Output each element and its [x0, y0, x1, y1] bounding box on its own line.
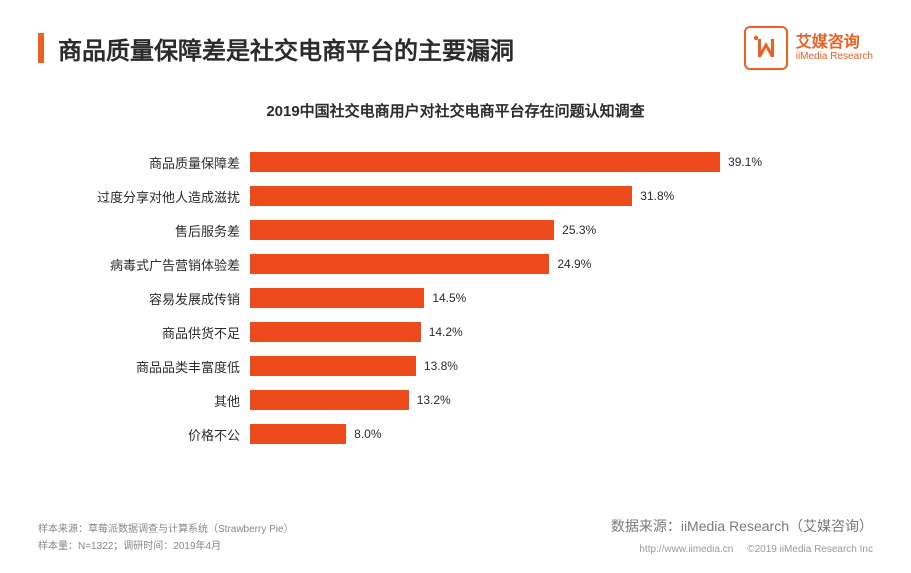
bar-area: 13.2%: [250, 383, 791, 417]
bar: [250, 254, 549, 274]
category-label: 售后服务差: [60, 221, 250, 240]
logo-text: 艾媒咨询 iiMedia Research: [796, 34, 873, 63]
bar-row: 商品质量保障差 39.1%: [60, 145, 791, 179]
value-label: 24.9%: [557, 257, 591, 271]
copyright: ©2019 iiMedia Research Inc: [747, 544, 873, 555]
category-label: 病毒式广告营销体验差: [60, 255, 250, 274]
sample-size: 样本量：N=1322；调研时间：2019年4月: [38, 538, 294, 555]
value-label: 13.8%: [424, 359, 458, 373]
logo-en: iiMedia Research: [796, 51, 873, 62]
bar-area: 39.1%: [250, 145, 791, 179]
bar-row: 价格不公 8.0%: [60, 417, 791, 451]
bar: [250, 390, 409, 410]
bar-area: 25.3%: [250, 213, 791, 247]
header: 商品质量保障差是社交电商平台的主要漏洞 艾媒咨询 iiMedia Researc…: [0, 0, 911, 70]
value-label: 8.0%: [354, 427, 381, 441]
logo-icon: [744, 26, 788, 70]
bar-row: 商品品类丰富度低 13.8%: [60, 349, 791, 383]
value-label: 13.2%: [417, 393, 451, 407]
bar: [250, 424, 346, 444]
bar-row: 商品供货不足 14.2%: [60, 315, 791, 349]
category-label: 容易发展成传销: [60, 289, 250, 308]
value-label: 14.5%: [432, 291, 466, 305]
bar-chart: 商品质量保障差 39.1% 过度分享对他人造成滋扰 31.8% 售后服务差 25.3% 病毒…: [60, 145, 791, 451]
bar-area: 14.2%: [250, 315, 791, 349]
footer-sub: http://www.iimedia.cn ©2019 iiMedia Rese…: [611, 544, 873, 555]
chart-title: 2019中国社交电商用户对社交电商平台存在问题认知调查: [0, 100, 911, 121]
category-label: 过度分享对他人造成滋扰: [60, 187, 250, 206]
value-label: 31.8%: [640, 189, 674, 203]
bar-row: 容易发展成传销 14.5%: [60, 281, 791, 315]
bar: [250, 322, 421, 342]
value-label: 14.2%: [429, 325, 463, 339]
footer: 样本来源：草莓派数据调查与计算系统（Strawberry Pie） 样本量：N=…: [0, 516, 911, 555]
value-label: 39.1%: [728, 155, 762, 169]
category-label: 商品品类丰富度低: [60, 357, 250, 376]
footer-right: 数据来源：iiMedia Research（艾媒咨询） http://www.i…: [611, 516, 873, 555]
bar-area: 14.5%: [250, 281, 791, 315]
sample-source: 样本来源：草莓派数据调查与计算系统（Strawberry Pie）: [38, 521, 294, 538]
bar: [250, 220, 554, 240]
accent-bar: [38, 33, 44, 63]
category-label: 其他: [60, 391, 250, 410]
bar-area: 8.0%: [250, 417, 791, 451]
footer-left: 样本来源：草莓派数据调查与计算系统（Strawberry Pie） 样本量：N=…: [38, 521, 294, 555]
bar-row: 病毒式广告营销体验差 24.9%: [60, 247, 791, 281]
bar: [250, 288, 424, 308]
bar-row: 过度分享对他人造成滋扰 31.8%: [60, 179, 791, 213]
bar-area: 31.8%: [250, 179, 791, 213]
bar-area: 24.9%: [250, 247, 791, 281]
page-title: 商品质量保障差是社交电商平台的主要漏洞: [58, 31, 514, 66]
title-group: 商品质量保障差是社交电商平台的主要漏洞: [38, 31, 514, 66]
bar-area: 13.8%: [250, 349, 791, 383]
data-source: 数据来源：iiMedia Research（艾媒咨询）: [611, 516, 873, 536]
bar-row: 售后服务差 25.3%: [60, 213, 791, 247]
bar: [250, 356, 416, 376]
bar: [250, 152, 720, 172]
bar-row: 其他 13.2%: [60, 383, 791, 417]
category-label: 商品质量保障差: [60, 153, 250, 172]
category-label: 商品供货不足: [60, 323, 250, 342]
logo-cn: 艾媒咨询: [796, 34, 873, 52]
value-label: 25.3%: [562, 223, 596, 237]
brand-logo: 艾媒咨询 iiMedia Research: [744, 26, 873, 70]
website: http://www.iimedia.cn: [639, 544, 733, 555]
category-label: 价格不公: [60, 425, 250, 444]
bar: [250, 186, 632, 206]
